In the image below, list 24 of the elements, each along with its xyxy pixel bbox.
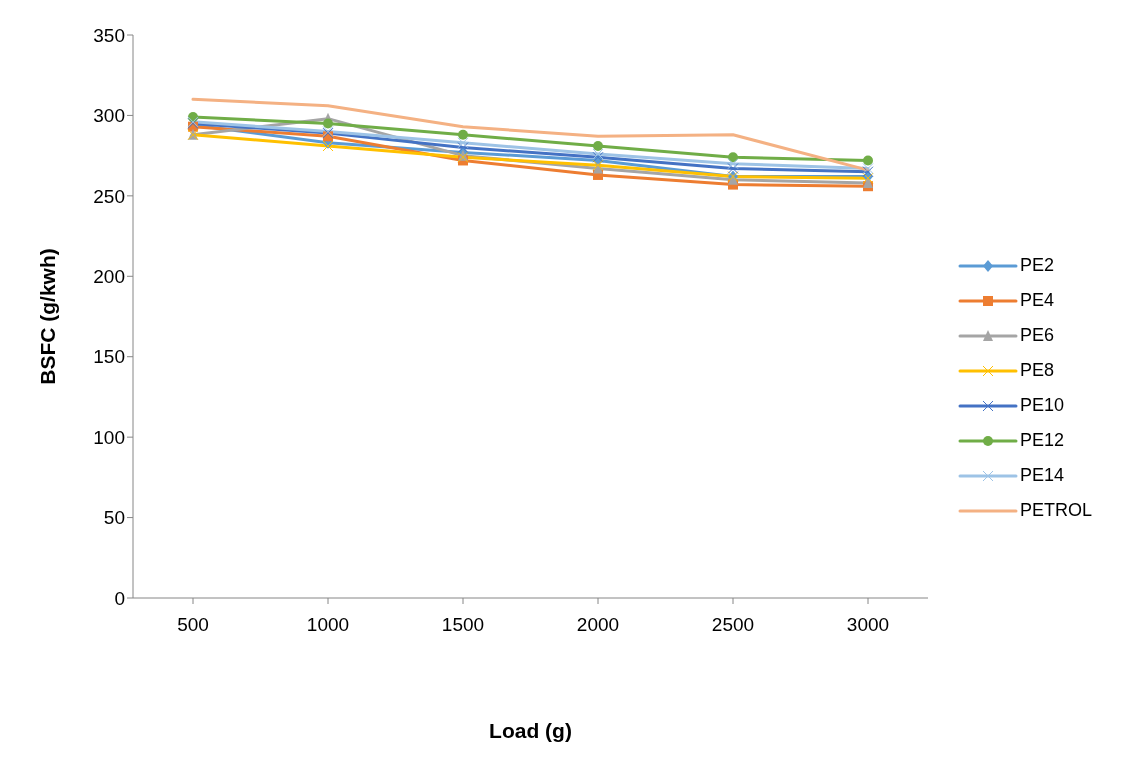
y-tick-label: 300 [93, 105, 125, 127]
y-tick-label: 150 [93, 346, 125, 368]
legend-label: PE4 [1020, 290, 1055, 311]
x-tick-label: 1000 [306, 614, 350, 636]
y-tick-label: 350 [93, 24, 125, 46]
legend-label: PE12 [1020, 430, 1065, 451]
y-tick-label: 100 [93, 426, 125, 448]
y-tick-label: 200 [93, 266, 125, 288]
y-tick-label: 50 [103, 507, 125, 529]
legend-label: PE6 [1020, 325, 1055, 346]
y-tick-label: 250 [93, 185, 125, 207]
x-tick-label: 1500 [441, 614, 485, 636]
y-tick-label: 0 [114, 587, 125, 609]
x-tick-label: 2500 [711, 614, 755, 636]
x-tick-label: 500 [177, 614, 209, 636]
x-axis-title: Load (g) [489, 719, 572, 742]
legend-label: PE8 [1020, 360, 1055, 381]
x-tick-label: 3000 [846, 614, 890, 636]
y-axis-title: BSFC (g/kwh) [36, 248, 60, 385]
legend-label: PETROL [1020, 500, 1093, 521]
legend-label: PE10 [1020, 395, 1065, 416]
x-tick-label: 2000 [576, 614, 620, 636]
legend-label: PE14 [1020, 465, 1065, 486]
legend-label: PE2 [1020, 255, 1055, 276]
